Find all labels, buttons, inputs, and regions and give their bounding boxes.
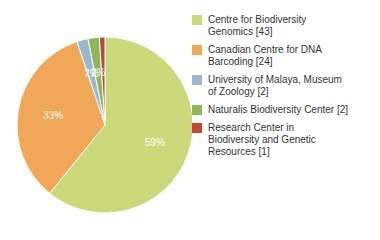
html-text:University of Malaya, Museum o: University of Malaya, Museum of Zoology …	[208, 74, 342, 97]
svg-text:59%: 59%	[145, 137, 165, 148]
svg-text:2%: 2%	[91, 67, 106, 78]
html-text:Research Center in Biodiversit: Research Center in Biodiversity and Gene…	[208, 122, 316, 157]
html-text:Centre for Biodiversity Genomi: Centre for Biodiversity Genomics [43]	[208, 14, 307, 37]
html-text:Naturalis Biodiversity Center: Naturalis Biodiversity Center [2]	[208, 104, 349, 115]
svg-text:33%: 33%	[43, 110, 63, 121]
html-text:Canadian Centre for DNA Barcod: Canadian Centre for DNA Barcoding [24]	[208, 44, 322, 67]
